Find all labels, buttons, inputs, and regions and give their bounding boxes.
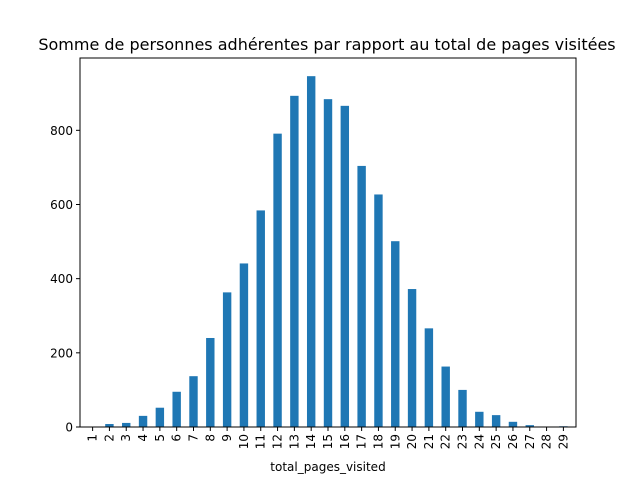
x-tick-label: 8: [203, 434, 217, 442]
x-tick-label: 1: [86, 434, 100, 442]
bar-24: [475, 411, 484, 427]
bar-16: [340, 105, 350, 427]
x-tick-label: 20: [405, 434, 419, 449]
bar-7: [189, 376, 198, 427]
x-tick-label: 28: [540, 434, 554, 449]
y-tick-label: 800: [50, 124, 73, 138]
x-tick-label: 10: [237, 434, 251, 449]
x-tick-label: 12: [271, 434, 285, 449]
bar-22: [441, 366, 450, 427]
x-tick-label: 29: [556, 434, 570, 449]
bar-5: [155, 407, 165, 427]
bar-12: [273, 133, 282, 427]
bar-14: [306, 76, 316, 428]
bar-19: [391, 241, 400, 427]
x-tick-label: 11: [254, 434, 268, 449]
bar-9: [222, 292, 232, 427]
x-tick-label: 19: [388, 434, 402, 449]
x-tick-label: 15: [321, 434, 335, 449]
bar-3: [122, 422, 131, 427]
x-tick-label: 18: [371, 434, 385, 449]
x-tick-label: 22: [439, 434, 453, 449]
bar-26: [508, 421, 518, 427]
bar-15: [323, 99, 333, 427]
x-tick-label: 2: [102, 434, 116, 442]
bar-10: [239, 263, 249, 427]
y-tick-label: 400: [50, 272, 73, 286]
bar-23: [458, 389, 467, 427]
bar-18: [374, 194, 383, 427]
bar-11: [256, 210, 265, 427]
x-tick-label: 27: [523, 434, 537, 449]
x-tick-label: 5: [153, 434, 167, 442]
y-tick-label: 200: [50, 346, 73, 360]
y-tick-label: 600: [50, 198, 73, 212]
x-tick-label: 17: [355, 434, 369, 449]
bar-13: [290, 95, 299, 427]
x-tick-label: 7: [186, 434, 200, 442]
x-tick-label: 14: [304, 434, 318, 449]
bar-20: [407, 289, 417, 427]
x-tick-label: 25: [489, 434, 503, 449]
x-axis: 1 2 3 4 5 6 7 8 9 10 11 12 13 14 15 16 17 18 19 20 21 22 23 24 2…: [86, 427, 570, 449]
bars-group: [105, 76, 568, 428]
x-tick-label: 21: [422, 434, 436, 449]
x-tick-label: 9: [220, 434, 234, 442]
x-tick-label: 26: [506, 434, 520, 449]
bar-27: [525, 425, 534, 427]
bar-25: [491, 415, 501, 427]
x-tick-label: 3: [119, 434, 133, 442]
y-tick-label: 0: [65, 421, 73, 435]
bar-6: [172, 391, 181, 427]
bar-4: [138, 415, 148, 427]
x-tick-label: 16: [338, 434, 352, 449]
x-tick-label: 13: [287, 434, 301, 449]
bar-17: [357, 165, 366, 428]
y-axis: 0 200 400 600 800: [50, 124, 80, 435]
x-tick-label: 4: [136, 434, 150, 442]
bar-2: [105, 424, 114, 427]
x-tick-label: 6: [170, 434, 184, 442]
x-axis-label: total_pages_visited: [270, 460, 385, 474]
bar-21: [424, 328, 434, 427]
x-tick-label: 24: [472, 434, 486, 449]
bar-8: [206, 337, 215, 427]
x-tick-label: 23: [456, 434, 470, 449]
chart-title: Somme de personnes adhérentes par rappor…: [38, 35, 615, 54]
